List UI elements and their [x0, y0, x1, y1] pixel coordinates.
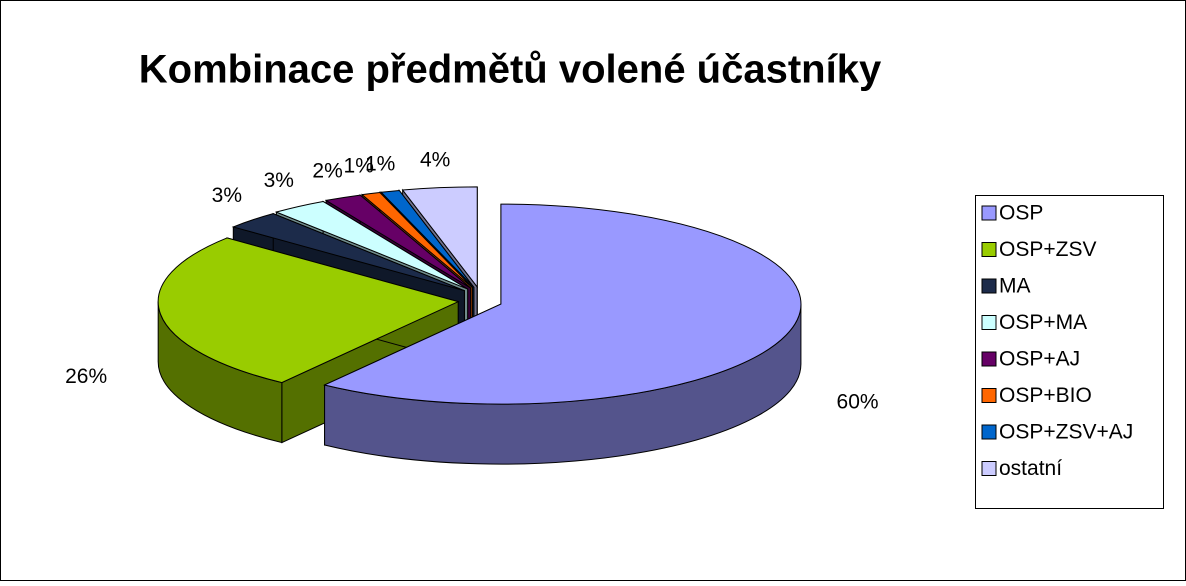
legend-label: OSP+ZSV: [999, 238, 1096, 261]
data-label: 60%: [837, 390, 879, 413]
legend-label: OSP+ZSV+AJ: [999, 421, 1133, 444]
legend-swatch: [981, 388, 997, 403]
chart-title: Kombinace předmětů volené účastníky: [139, 48, 882, 92]
legend-swatch: [981, 278, 997, 294]
legend-label: MA: [999, 275, 1031, 298]
legend-label: OSP+MA: [999, 311, 1087, 334]
data-label: 26%: [65, 365, 107, 388]
data-label: 1%: [365, 152, 395, 175]
legend-label: OSP: [999, 202, 1043, 225]
legend-box: [975, 195, 1164, 509]
legend-swatch: [981, 424, 997, 440]
slice-top: [157, 237, 460, 384]
slice-top: [231, 213, 465, 292]
slice-top: [324, 194, 471, 289]
data-label: 1%: [344, 155, 374, 178]
legend-label: ostatní: [999, 457, 1062, 480]
data-label: 3%: [212, 184, 242, 207]
legend-swatch: [981, 461, 997, 476]
slice-top: [401, 186, 478, 289]
slice-top: [323, 203, 802, 405]
slice: [323, 203, 802, 465]
legend-label: OSP+BIO: [999, 384, 1092, 407]
legend-swatch: [981, 315, 997, 330]
legend-swatch: [981, 242, 997, 257]
data-label: 2%: [312, 159, 342, 182]
legend-swatch: [981, 205, 997, 221]
legend-label: OSP+AJ: [999, 348, 1080, 371]
slice-top: [380, 189, 475, 288]
legend-swatch: [981, 351, 997, 367]
data-label: 4%: [420, 148, 450, 171]
slice-top: [360, 191, 473, 288]
data-label: 3%: [264, 169, 294, 192]
slice-top: [274, 200, 468, 290]
